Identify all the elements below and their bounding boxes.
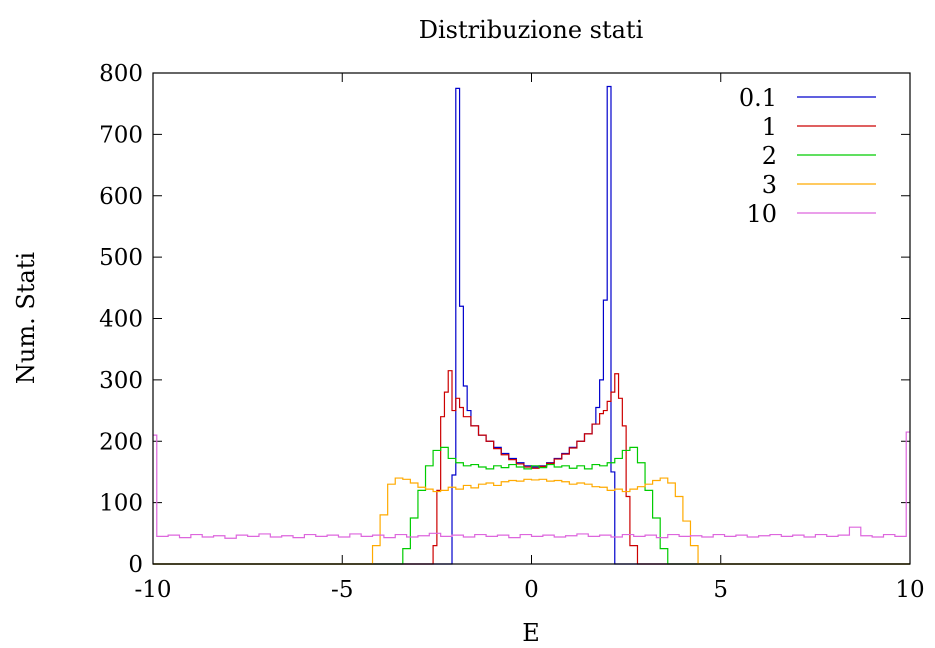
legend-label-3: 3 [762, 171, 777, 199]
series-line-3 [153, 477, 910, 565]
x-tick-label: 5 [713, 577, 728, 603]
x-tick-label: -10 [134, 577, 171, 603]
y-tick-label: 700 [99, 122, 143, 148]
x-tick-label: 0 [524, 577, 539, 603]
y-tick-label: 200 [99, 429, 143, 455]
series-line-0 [153, 85, 910, 565]
y-tick-label: 800 [99, 61, 143, 87]
legend-label-0: 0.1 [739, 84, 777, 112]
legend-label-1: 1 [762, 113, 777, 141]
plot-border [152, 72, 911, 565]
y-tick-label: 300 [99, 368, 143, 394]
legend-label-4: 10 [746, 200, 777, 228]
y-tick-label: 400 [99, 307, 143, 333]
series-line-4 [153, 431, 910, 539]
legend-label-2: 2 [762, 142, 777, 170]
y-axis-title: Num. Stati [12, 252, 40, 385]
y-tick-label: 0 [128, 552, 143, 578]
chart-title: Distribuzione stati [419, 16, 644, 44]
x-axis-title: E [522, 619, 540, 647]
x-tick-label: -5 [331, 577, 353, 603]
y-tick-label: 100 [99, 491, 143, 517]
plot-area: 0 100 200 300 400 500 600 700 800 -10 -5 0 5 10 [99, 61, 925, 603]
x-tick-label: 10 [895, 577, 924, 603]
series-line-2 [153, 446, 910, 565]
y-tick-label: 500 [99, 245, 143, 271]
y-tick-label: 600 [99, 184, 143, 210]
